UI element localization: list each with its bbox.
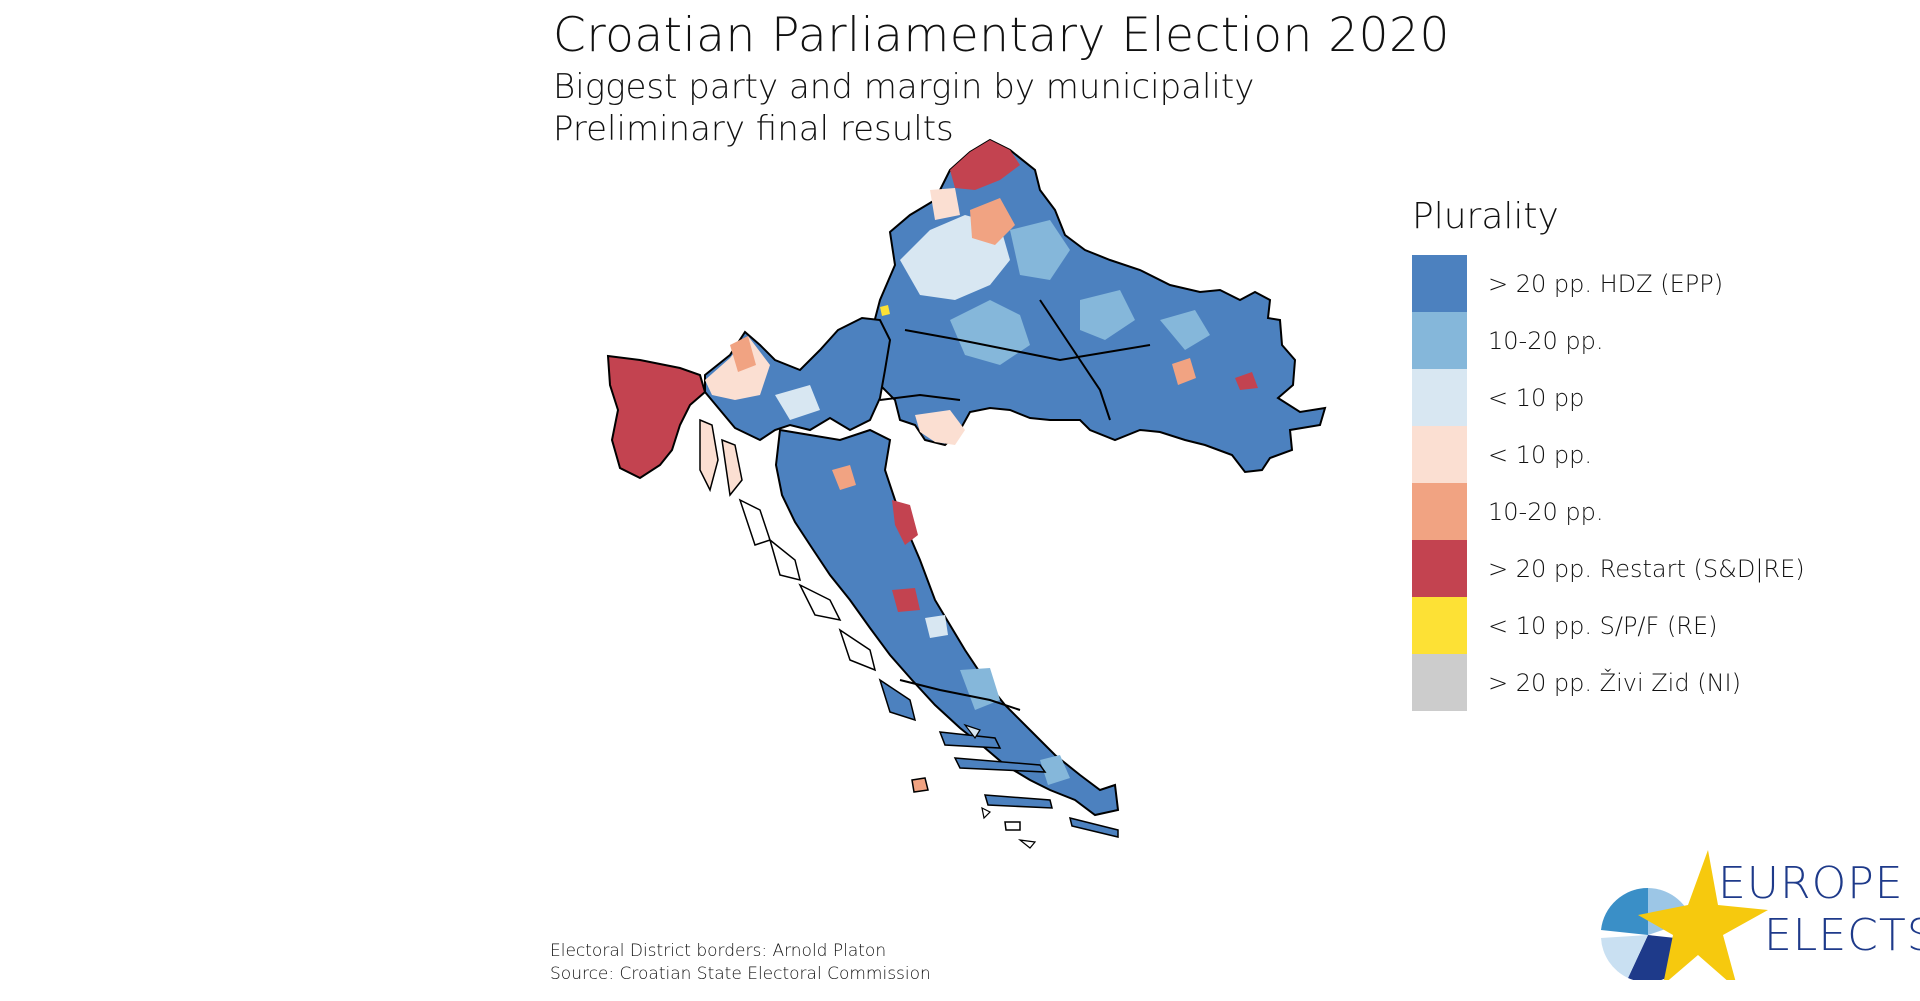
district-border-3: [879, 393, 961, 401]
legend-swatch: [1412, 654, 1467, 711]
patch-north-pale: [930, 188, 960, 220]
legend-item: > 20 pp. Živi Zid (NI): [1412, 654, 1805, 711]
patch-lika-salmon: [832, 465, 856, 490]
patch-north-mid-2: [950, 300, 1030, 365]
island-small-2: [981, 806, 992, 820]
legend-item: > 20 pp. HDZ (EPP): [1412, 255, 1805, 312]
legend-item: 10-20 pp.: [1412, 483, 1805, 540]
legend-swatch: [1412, 255, 1467, 312]
island-small-3: [1017, 839, 1037, 849]
legend-label: < 10 pp. S/P/F (RE): [1488, 611, 1718, 640]
legend-label: 10-20 pp.: [1488, 326, 1604, 355]
legend-items: > 20 pp. HDZ (EPP) 10-20 pp. < 10 pp < 10 p…: [1412, 255, 1805, 711]
legend-label: > 20 pp. Živi Zid (NI): [1488, 668, 1741, 697]
legend-label: 10-20 pp.: [1488, 497, 1604, 526]
logo-text-line2: ELECTS: [1764, 910, 1920, 961]
legend-item: 10-20 pp.: [1412, 312, 1805, 369]
legend-item: < 10 pp: [1412, 369, 1805, 426]
legend-item: > 20 pp. Restart (S&D|RE): [1412, 540, 1805, 597]
island-2: [721, 438, 743, 497]
footnotes: Electoral District borders: Arnold Plato…: [550, 940, 931, 986]
footnote-borders: Electoral District borders: Arnold Plato…: [550, 941, 887, 961]
island-hvar: [953, 757, 1047, 773]
legend-item: < 10 pp. S/P/F (RE): [1412, 597, 1805, 654]
district-border-4: [899, 679, 1021, 711]
patch-north-salmon: [970, 198, 1015, 245]
region-istria: [606, 354, 707, 480]
patch-dalm-mid-2: [1040, 755, 1070, 785]
legend-label: > 20 pp. Restart (S&D|RE): [1488, 554, 1805, 583]
patch-north-red: [950, 140, 1020, 190]
island-small-1: [963, 723, 981, 740]
europe-elects-logo: [1601, 850, 1768, 980]
island-mljet: [1068, 816, 1119, 838]
district-border-1: [904, 329, 1151, 362]
patch-east-red: [1235, 372, 1258, 390]
region-dalmatia: [774, 428, 1120, 817]
island-3: [738, 498, 771, 546]
logo-pie-lightest: [1601, 935, 1648, 978]
patch-yellow: [880, 305, 890, 316]
legend-swatch: [1412, 312, 1467, 369]
patch-dalm-red: [892, 588, 920, 612]
logo-text: EUROPE ELECTS: [1718, 858, 1920, 962]
footnote-source: Source: Croatian State Electoral Commiss…: [550, 964, 931, 984]
island-5: [798, 583, 842, 622]
legend-swatch: [1412, 597, 1467, 654]
island-4: [768, 537, 802, 582]
legend-item: < 10 pp.: [1412, 426, 1805, 483]
island-vis: [911, 777, 929, 793]
page-subtitle-2: Preliminary final results: [553, 109, 954, 149]
legend-swatch: [1412, 426, 1467, 483]
island-7: [878, 678, 917, 722]
island-1: [699, 418, 719, 493]
patch-north-mid: [1010, 220, 1070, 280]
patch-north-mid-3: [1080, 290, 1135, 340]
island-lastovo: [1004, 821, 1021, 831]
patch-bay-pale: [915, 410, 965, 445]
legend: Plurality > 20 pp. HDZ (EPP) 10-20 pp. < 1…: [1412, 196, 1805, 711]
legend-swatch: [1412, 540, 1467, 597]
patch-north-mid-4: [1160, 310, 1210, 350]
page-subtitle: Biggest party and margin by municipality: [553, 67, 1255, 107]
legend-title: Plurality: [1412, 196, 1559, 237]
logo-star-icon: [1638, 850, 1768, 980]
patch-lika-red: [892, 500, 918, 545]
legend-label: < 10 pp.: [1488, 440, 1593, 469]
legend-label: < 10 pp: [1488, 383, 1585, 412]
district-border-2: [1039, 299, 1111, 421]
island-korcula: [983, 794, 1053, 809]
patch-kvarner-salmon: [730, 336, 756, 372]
title-block: Croatian Parliamentary Election 2020 Big…: [553, 6, 1450, 150]
logo-text-line1: EUROPE: [1718, 858, 1904, 909]
legend-label: > 20 pp. HDZ (EPP): [1488, 269, 1724, 298]
legend-swatch: [1412, 369, 1467, 426]
page-title: Croatian Parliamentary Election 2020: [553, 8, 1450, 63]
logo-pie-blue: [1601, 887, 1648, 935]
patch-kvarner-light: [775, 385, 820, 420]
patch-dalm-light: [925, 615, 948, 638]
legend-swatch: [1412, 483, 1467, 540]
patch-east-salmon: [1172, 358, 1196, 385]
island-6: [838, 628, 877, 672]
